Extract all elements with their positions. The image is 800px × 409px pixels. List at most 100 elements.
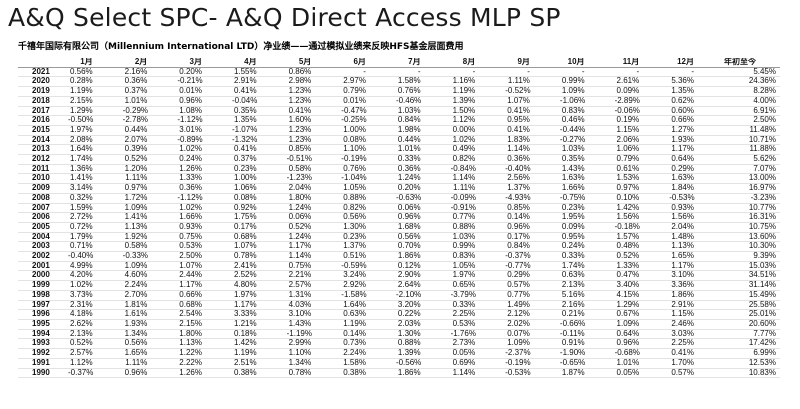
month-return-cell: 1.17% [667,144,722,156]
month-return-cell: 0.36% [120,76,176,88]
month-return-cell: 1.60% [284,115,340,126]
month-return-cell: 0.33% [448,300,504,311]
month-return-cell: 1.02% [448,135,504,146]
month-return-cell: 1.12% [448,115,504,126]
ytd-cell: 16.97% [722,183,780,194]
month-return-cell: 0.83% [448,251,504,262]
month-return-cell: 3.24% [339,270,394,282]
month-return-cell: 1.86% [393,368,449,379]
table-row: 2013 1.64% 0.39% 1.02% 0.41% 0.85% 1.10% 1.01% 0… [18,144,780,156]
month-return-cell: 1.95% [557,212,613,223]
month-return-cell: 1.01% [393,144,449,156]
month-return-cell: 1.92% [120,232,176,243]
month-return-cell: 2.70% [120,290,176,301]
month-return-cell: -1.12% [175,193,230,204]
month-return-cell: 2.92% [339,280,394,291]
month-return-cell: 1.11% [503,76,558,88]
month-return-cell: 0.09% [557,222,613,233]
month-return-cell: 0.01% [175,86,230,97]
month-return-cell: 1.17% [284,241,340,253]
month-return-cell: -0.89% [175,135,230,146]
month-return-cell: 0.85% [503,203,558,214]
month-return-cell: 2.03% [393,319,449,330]
month-return-cell: 2.62% [66,319,121,330]
month-return-cell: 0.79% [612,154,668,165]
month-return-cell: -0.84% [448,164,504,175]
month-return-cell: -0.37% [503,251,558,262]
month-return-cell: -0.77% [503,261,558,272]
ytd-cell: 2.50% [722,115,780,126]
year-cell: 2007 [18,203,66,214]
month-return-cell: -0.40% [66,251,121,262]
month-return-cell: 1.83% [503,135,558,146]
month-return-cell: 0.52% [612,251,668,262]
month-return-cell: 1.75% [229,212,285,223]
month-return-cell: 1.17% [175,280,230,291]
month-return-cell: -4.93% [503,193,558,204]
month-return-cell: 2.57% [284,280,340,291]
month-return-cell: 0.69% [448,358,504,369]
year-cell: 1996 [18,309,66,320]
month-return-cell: -1.32% [229,135,285,146]
month-return-cell: -0.52% [503,86,558,97]
month-return-cell: 0.83% [557,106,613,117]
ytd-cell: 25.58% [722,300,780,311]
table-row: 1990 -0.37% 0.96% 1.26% 0.38% 0.78% 0.38% 1.86%… [18,368,780,379]
month-return-cell: 1.55% [229,67,285,78]
month-return-cell: 0.68% [229,232,285,243]
month-return-cell: 0.64% [667,154,722,165]
month-return-cell: -0.11% [557,329,613,340]
ytd-cell: 11.48% [722,125,780,136]
ytd-column-header: 年初至今 [722,58,780,68]
ytd-cell: 34.51% [722,270,780,282]
table-row: 1992 2.57% 1.65% 1.22% 1.19% 1.10% 2.24% 1.39% 0… [18,348,780,359]
month-return-cell: 0.08% [339,135,394,146]
month-return-cell: 1.14% [503,144,558,156]
ytd-cell: 4.00% [722,96,780,107]
month-column-header: 2月 [120,58,176,68]
month-return-cell: 0.51% [339,251,394,262]
month-return-cell: 0.41% [667,348,722,359]
month-return-cell: -0.50% [66,115,121,126]
month-return-cell: 0.41% [229,86,285,97]
month-return-cell: 1.09% [120,261,176,272]
month-return-cell: 2.16% [557,300,613,311]
month-return-cell: 0.96% [612,338,668,350]
year-cell: 2003 [18,241,66,253]
month-return-cell: 1.13% [120,222,176,233]
month-return-cell: -0.53% [667,193,722,204]
month-return-cell: 0.84% [393,115,449,126]
month-return-cell: 1.27% [667,125,722,136]
month-return-cell: 0.14% [503,212,558,223]
month-return-cell: 1.19% [229,348,285,359]
ytd-cell: 16.31% [722,212,780,223]
month-return-cell: 0.91% [557,338,613,350]
month-return-cell: 1.11% [448,183,504,194]
month-return-cell: 1.97% [229,290,285,301]
month-column-header: 1月 [66,58,121,68]
ytd-cell: 5.62% [722,154,780,165]
ytd-cell: 10.77% [722,203,780,214]
month-return-cell: 2.54% [175,309,230,320]
table-row: 2019 1.19% 0.37% 0.01% 0.41% 1.23% 0.79% 0.76% 1… [18,86,780,97]
month-return-cell: 0.53% [448,319,504,330]
month-return-cell: -0.40% [503,164,558,175]
month-return-cell: 1.01% [612,358,668,369]
month-return-cell: 0.36% [503,154,558,165]
month-return-cell: 0.23% [229,164,285,175]
month-return-cell: -1.12% [175,115,230,126]
month-return-cell: 0.01% [339,96,394,107]
year-cell: 2019 [18,86,66,97]
month-return-cell: 0.24% [175,154,230,165]
month-return-cell: 0.09% [612,86,668,97]
month-return-cell: 1.56% [667,212,722,223]
month-return-cell: 0.41% [503,106,558,117]
table-row: 2000 4.20% 4.60% 2.44% 2.52% 2.21% 3.24% 2.90% 1… [18,270,780,282]
month-return-cell: 0.66% [667,115,722,126]
month-return-cell: 1.26% [175,368,230,379]
month-return-cell: 1.17% [229,300,285,311]
month-return-cell: 4.99% [66,261,121,272]
month-return-cell: 1.07% [503,96,558,107]
month-return-cell: 1.93% [120,319,176,330]
month-column-header: 9月 [503,58,558,68]
